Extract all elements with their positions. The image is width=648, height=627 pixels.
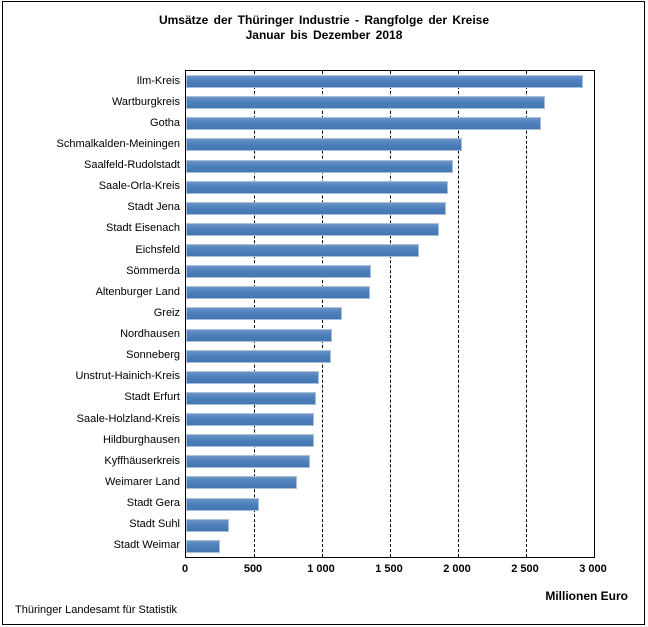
category-label: Saalfeld-Rudolstadt <box>83 159 180 172</box>
bar <box>186 349 331 363</box>
bar <box>186 117 541 131</box>
bar <box>186 201 446 215</box>
category-label: Greiz <box>153 306 180 319</box>
x-tick-label: 500 <box>243 563 263 575</box>
x-tick-label: 3 000 <box>579 563 607 575</box>
bar-row <box>186 430 594 451</box>
bar-row <box>186 240 594 261</box>
category-label: Unstrut-Hainich-Kreis <box>75 370 180 383</box>
bar-row <box>186 409 594 430</box>
bar <box>186 413 315 427</box>
bar <box>186 75 584 89</box>
bar <box>186 307 343 321</box>
bar <box>186 518 229 532</box>
category-label: Saale-Holzland-Kreis <box>76 412 180 425</box>
bar-row <box>186 113 594 134</box>
gridline <box>526 71 527 557</box>
bar-row <box>186 536 594 557</box>
category-label: Stadt Jena <box>127 201 180 214</box>
bar <box>186 539 220 553</box>
bar <box>186 370 319 384</box>
bar-row <box>186 71 594 92</box>
bar-row <box>186 261 594 282</box>
bar <box>186 180 448 194</box>
bar <box>186 138 463 152</box>
plot-area <box>185 70 595 558</box>
x-tick-label: 2 500 <box>511 563 539 575</box>
bar-row <box>186 325 594 346</box>
bar-row <box>186 219 594 240</box>
bar <box>186 434 314 448</box>
chart-title-line2: Januar bis Dezember 2018 <box>245 28 403 42</box>
category-label: Kyffhäuserkreis <box>104 454 180 467</box>
bar <box>186 96 546 110</box>
category-label: Sonneberg <box>126 349 180 362</box>
x-axis: 0 500 1 000 1 500 2 000 2 500 3 000 <box>0 563 648 579</box>
category-label: Schmalkalden-Meiningen <box>56 137 180 150</box>
category-label: Ilm-Kreis <box>136 74 180 87</box>
bar-row <box>186 177 594 198</box>
gridline <box>457 71 459 557</box>
x-tick-label: 1 500 <box>375 563 403 575</box>
category-label: Hildburghausen <box>102 433 180 446</box>
gridline <box>390 71 391 557</box>
category-label: Stadt Erfurt <box>124 391 180 404</box>
bar-row <box>186 451 594 472</box>
bar-row <box>186 472 594 493</box>
bar-row <box>186 388 594 409</box>
category-label: Sömmerda <box>126 264 180 277</box>
bar-row <box>186 367 594 388</box>
x-tick-label: 0 <box>181 563 189 575</box>
bar-row <box>186 156 594 177</box>
category-labels: Ilm-Kreis Wartburgkreis Gotha Schmalkalden-… <box>0 70 180 556</box>
chart-title: Umsätze der Thüringer Industrie - Rangfo… <box>0 13 648 43</box>
category-label: Gotha <box>150 116 180 129</box>
source-attribution: Thüringer Landesamt für Statistik <box>15 604 178 616</box>
category-label: Eichsfeld <box>135 243 180 256</box>
bar-row <box>186 303 594 324</box>
bar <box>186 476 297 490</box>
category-label: Nordhausen <box>120 328 180 341</box>
bar <box>186 244 420 258</box>
bar-row <box>186 515 594 536</box>
category-label: Stadt Weimar <box>113 539 180 552</box>
bar-row <box>186 92 594 113</box>
bar-row <box>186 134 594 155</box>
bar <box>186 455 311 469</box>
bar-row <box>186 282 594 303</box>
category-label: Stadt Eisenach <box>106 222 180 235</box>
bar-row <box>186 346 594 367</box>
category-label: Stadt Suhl <box>129 518 180 531</box>
category-label: Altenburger Land <box>95 285 180 298</box>
bar <box>186 286 370 300</box>
x-tick-label: 1 000 <box>307 563 335 575</box>
category-label: Weimarer Land <box>105 475 180 488</box>
bars-layer <box>186 71 594 557</box>
x-tick-label: 2 000 <box>443 563 471 575</box>
bar <box>186 222 439 236</box>
x-axis-unit-label: Millionen Euro <box>545 589 628 603</box>
bar <box>186 328 332 342</box>
bar <box>186 265 371 279</box>
bar <box>186 159 453 173</box>
category-label: Wartburgkreis <box>111 95 180 108</box>
category-label: Stadt Gera <box>126 497 180 510</box>
bar <box>186 391 317 405</box>
category-label: Saale-Orla-Kreis <box>98 180 180 193</box>
chart-title-line1: Umsätze der Thüringer Industrie - Rangfo… <box>158 13 490 27</box>
bar-row <box>186 198 594 219</box>
bar <box>186 497 260 511</box>
bar-row <box>186 494 594 515</box>
